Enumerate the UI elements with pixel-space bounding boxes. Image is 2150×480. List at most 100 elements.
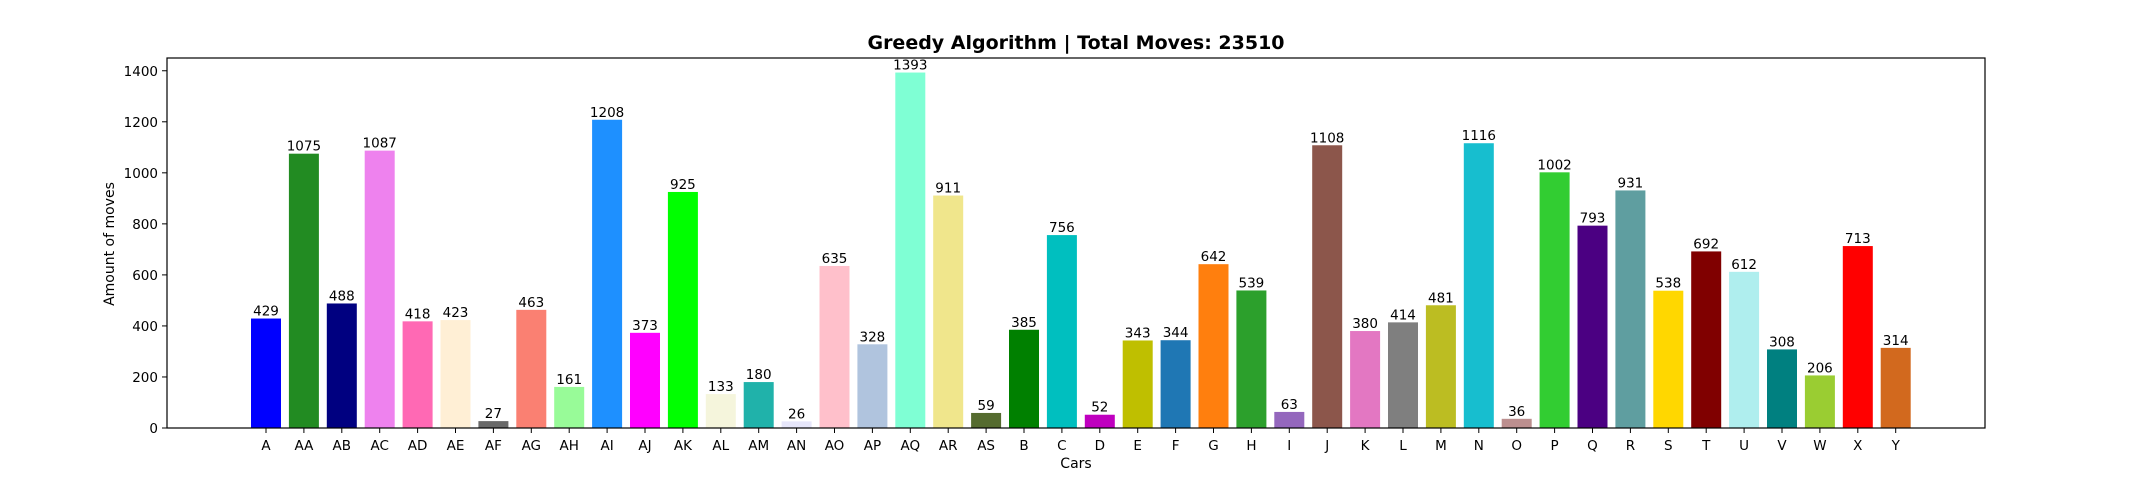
y-tick-label: 200 xyxy=(132,370,158,386)
bar-value-label: 635 xyxy=(822,251,848,267)
bar-value-label: 463 xyxy=(518,295,544,311)
bar-ah xyxy=(554,386,585,428)
x-tick-label: AQ xyxy=(900,438,920,454)
bar-value-label: 180 xyxy=(746,367,772,383)
bar-value-label: 692 xyxy=(1693,236,1719,252)
bar-value-label: 373 xyxy=(632,318,658,334)
x-tick-label: AO xyxy=(825,438,845,454)
bar-al xyxy=(705,394,736,428)
bar-value-label: 713 xyxy=(1845,231,1871,247)
bar-ae xyxy=(440,320,471,428)
bar-value-label: 26 xyxy=(788,406,805,422)
bar-k xyxy=(1350,331,1381,428)
bar-value-label: 27 xyxy=(485,406,502,422)
bar-value-label: 538 xyxy=(1655,276,1681,292)
bar-value-label: 385 xyxy=(1011,315,1037,331)
bar-value-label: 1393 xyxy=(893,58,927,74)
x-tick-label: AK xyxy=(674,438,693,454)
bar-b xyxy=(1009,329,1039,428)
x-tick-label: AP xyxy=(864,438,881,454)
bar-r xyxy=(1615,190,1646,428)
bar-value-label: 1108 xyxy=(1310,130,1344,146)
bar-value-label: 63 xyxy=(1281,397,1298,413)
x-tick-label: G xyxy=(1208,438,1218,454)
bars xyxy=(251,72,1911,429)
x-tick-label: AH xyxy=(560,438,579,454)
x-tick-label: L xyxy=(1399,438,1407,454)
bar-value-label: 133 xyxy=(708,379,734,395)
bar-value-label: 380 xyxy=(1352,316,1378,332)
x-tick-label: V xyxy=(1777,438,1787,454)
x-tick-label: O xyxy=(1511,438,1522,454)
bar-value-label: 161 xyxy=(556,372,582,388)
bar-c xyxy=(1046,235,1077,428)
bar-p xyxy=(1539,172,1570,428)
x-tick-label: AM xyxy=(748,438,769,454)
x-axis: A AA AB AC AD AE AF AG AH AI AJ AK AL AM AN AO AP AQ AR AS B… xyxy=(261,428,1901,454)
x-tick-label: AR xyxy=(939,438,958,454)
bar-h xyxy=(1236,290,1267,428)
bar-value-label: 418 xyxy=(405,306,431,322)
bar-value-label: 1002 xyxy=(1537,157,1571,173)
bar-value-label: 52 xyxy=(1091,400,1108,416)
x-tick-label: P xyxy=(1551,438,1559,454)
bar-v xyxy=(1767,349,1797,428)
bar-ao xyxy=(819,265,850,428)
bar-s xyxy=(1653,290,1684,428)
bar-l xyxy=(1388,322,1418,428)
bar-a xyxy=(251,318,281,428)
x-tick-label: Y xyxy=(1891,438,1901,454)
bar-g xyxy=(1198,264,1229,428)
bar-value-label: 925 xyxy=(670,177,696,193)
bar-value-label: 59 xyxy=(978,398,995,414)
x-tick-label: AB xyxy=(333,438,352,454)
bar-j xyxy=(1312,145,1343,428)
x-tick-label: AG xyxy=(522,438,541,454)
x-tick-label: E xyxy=(1133,438,1142,454)
bar-value-label: 488 xyxy=(329,288,355,304)
bar-as xyxy=(971,412,1002,428)
x-tick-label: C xyxy=(1057,438,1066,454)
x-tick-label: N xyxy=(1474,438,1484,454)
bar-ar xyxy=(933,195,964,428)
bar-labels: 429 1075 488 1087 418 423 27 463 161 1208 373 925 13… xyxy=(253,58,1908,423)
bar-t xyxy=(1691,251,1722,428)
x-tick-label: AC xyxy=(370,438,388,454)
bar-value-label: 344 xyxy=(1163,325,1189,341)
bar-value-label: 328 xyxy=(860,329,886,345)
x-tick-label: AN xyxy=(787,438,806,454)
bar-ac xyxy=(364,150,395,429)
bar-ag xyxy=(516,309,547,428)
x-tick-label: R xyxy=(1626,438,1635,454)
x-axis-label: Cars xyxy=(1060,456,1091,472)
x-tick-label: M xyxy=(1435,438,1447,454)
plot-frame xyxy=(166,57,1986,429)
x-tick-label: S xyxy=(1664,438,1673,454)
bar-ai xyxy=(592,119,623,429)
bar-value-label: 642 xyxy=(1201,249,1227,265)
bar-ap xyxy=(857,344,888,428)
bar-i xyxy=(1274,411,1305,428)
x-tick-label: X xyxy=(1853,438,1862,454)
bar-value-label: 343 xyxy=(1125,325,1151,341)
x-tick-label: AF xyxy=(485,438,502,454)
x-tick-label: U xyxy=(1739,438,1749,454)
bar-ab xyxy=(326,303,357,428)
y-tick-label: 600 xyxy=(132,268,158,284)
x-tick-label: H xyxy=(1246,438,1256,454)
x-tick-label: I xyxy=(1287,438,1291,454)
bar-value-label: 1087 xyxy=(363,136,397,152)
x-tick-label: B xyxy=(1019,438,1028,454)
bar-value-label: 1116 xyxy=(1462,128,1496,144)
bar-value-label: 539 xyxy=(1239,275,1265,291)
bar-aj xyxy=(630,332,660,428)
x-tick-label: AD xyxy=(408,438,428,454)
y-tick-label: 400 xyxy=(132,319,158,335)
bar-e xyxy=(1122,340,1153,428)
x-tick-label: K xyxy=(1361,438,1371,454)
bar-am xyxy=(743,382,774,428)
x-tick-label: AA xyxy=(294,438,314,454)
bar-value-label: 756 xyxy=(1049,220,1075,236)
x-tick-label: W xyxy=(1813,438,1826,454)
